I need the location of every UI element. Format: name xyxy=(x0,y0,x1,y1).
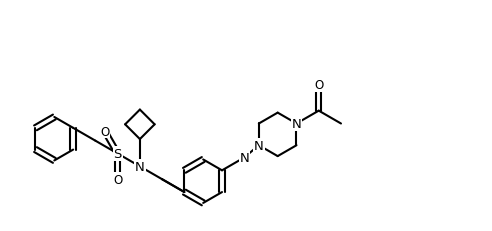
Text: N: N xyxy=(240,151,249,164)
Text: O: O xyxy=(100,125,109,138)
Text: O: O xyxy=(314,79,323,92)
Text: N: N xyxy=(254,139,264,152)
Text: N: N xyxy=(292,118,302,131)
Text: N: N xyxy=(135,160,145,173)
Text: O: O xyxy=(113,173,123,186)
Text: S: S xyxy=(114,147,122,160)
